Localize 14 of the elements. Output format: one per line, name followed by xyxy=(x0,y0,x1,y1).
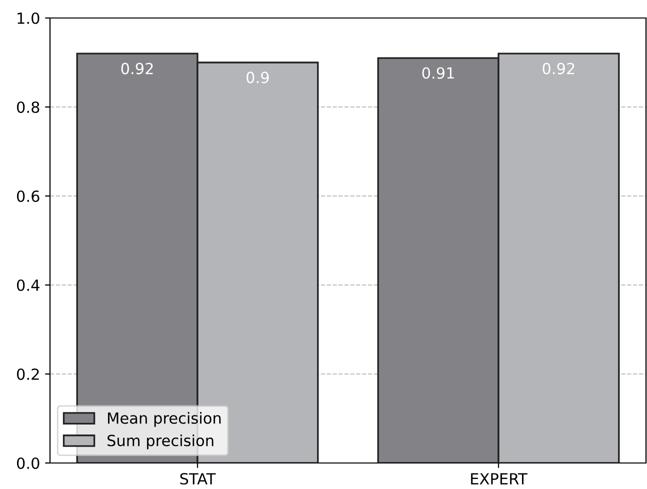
x-tick-label: STAT xyxy=(180,472,216,485)
y-tick-label: 0.6 xyxy=(16,190,40,202)
y-tick-label: 0.0 xyxy=(16,457,40,470)
x-tick-label: EXPERT xyxy=(471,473,528,484)
legend-label: Mean precision xyxy=(108,412,221,427)
y-tick-label: 0.8 xyxy=(16,101,40,114)
y-tick-label: 0.4 xyxy=(16,279,40,292)
data-label: 0.9 xyxy=(246,72,269,84)
data-label: 0.92 xyxy=(542,62,574,74)
legend-label: Sum precision xyxy=(108,434,214,450)
y-tick-label: 0.2 xyxy=(16,368,39,380)
data-label: 0.92 xyxy=(121,62,153,74)
y-tick-label: 1.0 xyxy=(18,12,40,24)
data-label: 0.91 xyxy=(422,67,454,79)
